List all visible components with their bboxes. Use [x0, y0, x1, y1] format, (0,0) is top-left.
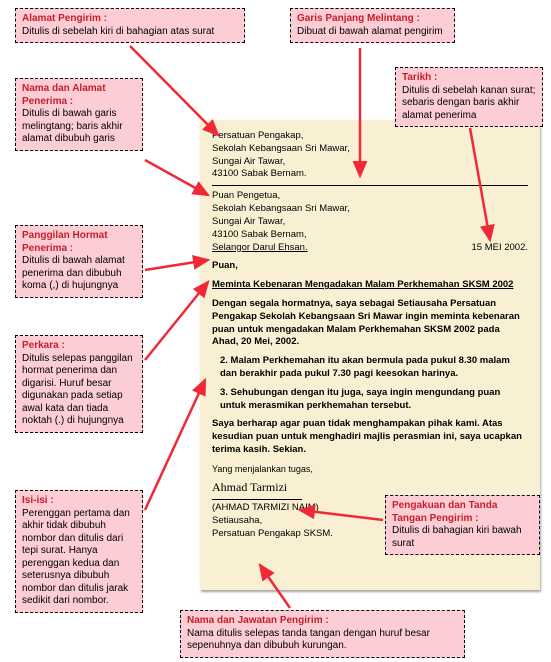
callout-body: Dibuat di bawah alamat pengirim: [297, 26, 448, 39]
paragraph-1: Dengan segala hormatnya, saya sebagai Se…: [212, 298, 528, 349]
letter-date: 15 MEI 2002.: [471, 242, 528, 255]
callout-body: Ditulis di bawah alamat penerima dan dib…: [22, 255, 136, 293]
callout-title: Perkara :: [22, 340, 136, 353]
callout-perkara: Perkara : Ditulis selepas panggilan horm…: [15, 335, 143, 433]
paragraph-2: 2. Malam Perkhemahan itu akan bermula pa…: [212, 355, 528, 381]
sender-l3: Sungai Air Tawar,: [212, 156, 528, 169]
sender-l1: Persatuan Pengakap,: [212, 130, 528, 143]
callout-title: Nama dan Jawatan Pengirim :: [187, 615, 458, 628]
callout-body: Ditulis di sebelah kiri di bahagian atas…: [22, 26, 238, 39]
callout-nama-jawatan: Nama dan Jawatan Pengirim : Nama ditulis…: [180, 610, 465, 658]
callout-isi: Isi-isi : Perenggan pertama dan akhir ti…: [15, 490, 143, 613]
callout-body: Ditulis selepas panggilan hormat penerim…: [22, 353, 136, 428]
signature-rule: [212, 499, 302, 500]
recipient-l4: 43100 Sabak Bernam,: [212, 229, 471, 242]
callout-body: Ditulis di bawah garis melingtang; baris…: [22, 108, 136, 146]
sender-address: Persatuan Pengakap, Sekolah Kebangsaan S…: [212, 130, 528, 181]
callout-title: Panggilan Hormat Penerima :: [22, 230, 136, 255]
callout-title: Garis Panjang Melintang :: [297, 13, 448, 26]
subject-line: Meminta Kebenaran Mengadakan Malam Perkh…: [212, 279, 528, 292]
closing: Yang menjalankan tugas,: [212, 463, 528, 475]
callout-pengakuan: Pengakuan dan Tanda Tangan Pengirim : Di…: [385, 495, 540, 555]
callout-title: Tarikh :: [402, 72, 536, 85]
recipient-address: Puan Pengetua, Sekolah Kebangsaan Sri Ma…: [212, 190, 471, 254]
salutation: Puan,: [212, 260, 528, 273]
recipient-l1: Puan Pengetua,: [212, 190, 471, 203]
callout-panggilan: Panggilan Hormat Penerima : Ditulis di b…: [15, 225, 143, 298]
callout-title: Nama dan Alamat Penerima :: [22, 83, 136, 108]
callout-body: Ditulis di sebelah kanan surat; sebaris …: [402, 85, 536, 123]
sender-l2: Sekolah Kebangsaan Sri Mawar,: [212, 143, 528, 156]
recipient-l3: Sungai Air Tawar,: [212, 216, 471, 229]
callout-body: Nama ditulis selepas tanda tangan dengan…: [187, 628, 458, 653]
callout-title: Isi-isi :: [22, 495, 136, 508]
callout-title: Alamat Pengirim :: [22, 13, 238, 26]
signature: Ahmad Tarmizi: [212, 479, 528, 495]
callout-garis-panjang: Garis Panjang Melintang : Dibuat di bawa…: [290, 8, 455, 43]
callout-title: Pengakuan dan Tanda Tangan Pengirim :: [392, 500, 533, 525]
callout-body: Ditulis di bahagian kiri bawah surat: [392, 525, 533, 550]
sender-l4: 43100 Sabak Bernam.: [212, 168, 528, 181]
recipient-date-row: Puan Pengetua, Sekolah Kebangsaan Sri Ma…: [212, 190, 528, 254]
horizontal-rule: [212, 185, 528, 186]
callout-alamat-pengirim: Alamat Pengirim : Ditulis di sebelah kir…: [15, 8, 245, 43]
paragraph-3: 3. Sehubungan dengan itu juga, saya ingi…: [212, 387, 528, 413]
callout-nama-alamat-penerima: Nama dan Alamat Penerima : Ditulis di ba…: [15, 78, 143, 151]
callout-body: Perenggan pertama dan akhir tidak dibubu…: [22, 508, 136, 608]
recipient-l2: Sekolah Kebangsaan Sri Mawar,: [212, 203, 471, 216]
paragraph-4: Saya berharap agar puan tidak menghampak…: [212, 418, 528, 456]
recipient-l5: Selangor Darul Ehsan.: [212, 242, 471, 255]
callout-tarikh: Tarikh : Ditulis di sebelah kanan surat;…: [395, 67, 543, 127]
